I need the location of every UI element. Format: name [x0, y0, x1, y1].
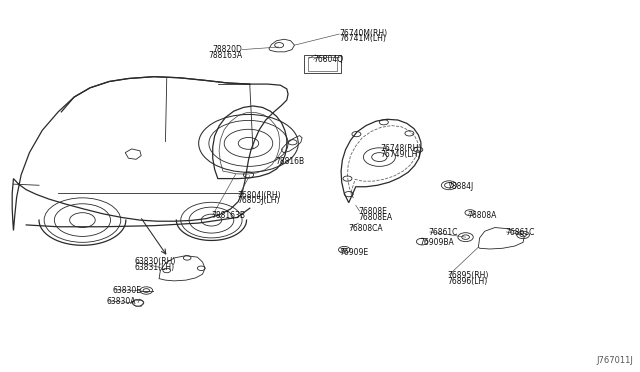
- Text: 76804Q: 76804Q: [314, 55, 344, 64]
- Text: 788163B: 788163B: [211, 211, 245, 220]
- Text: 76861C: 76861C: [505, 228, 534, 237]
- Text: 76861C: 76861C: [429, 228, 458, 237]
- Text: 76808E: 76808E: [358, 208, 387, 217]
- Text: J767011J: J767011J: [596, 356, 633, 365]
- Text: 76896(LH): 76896(LH): [448, 277, 488, 286]
- Text: 76804J(RH): 76804J(RH): [237, 191, 280, 200]
- Text: 78820D: 78820D: [212, 45, 242, 54]
- Text: 63831(LH): 63831(LH): [135, 263, 175, 272]
- Text: 788163A: 788163A: [208, 51, 242, 60]
- Text: 76740M(RH): 76740M(RH): [339, 29, 387, 38]
- Text: 78884J: 78884J: [448, 182, 474, 190]
- Text: 76805J(LH): 76805J(LH): [237, 196, 280, 205]
- Text: 76749(LH): 76749(LH): [381, 150, 421, 159]
- Text: 76808A: 76808A: [467, 211, 496, 220]
- Text: 63830A: 63830A: [106, 297, 136, 306]
- Text: 76895(RH): 76895(RH): [448, 271, 489, 280]
- Text: 76808CA: 76808CA: [349, 224, 383, 233]
- Text: 63830(RH): 63830(RH): [135, 257, 176, 266]
- Text: 78816B: 78816B: [275, 157, 305, 166]
- Text: 76741M(LH): 76741M(LH): [339, 34, 386, 44]
- Text: 76909E: 76909E: [339, 248, 368, 257]
- Text: 76748(RH): 76748(RH): [381, 144, 422, 153]
- Text: 63830E: 63830E: [113, 286, 141, 295]
- Text: 76808EA: 76808EA: [358, 213, 392, 222]
- Text: 76909BA: 76909BA: [419, 238, 454, 247]
